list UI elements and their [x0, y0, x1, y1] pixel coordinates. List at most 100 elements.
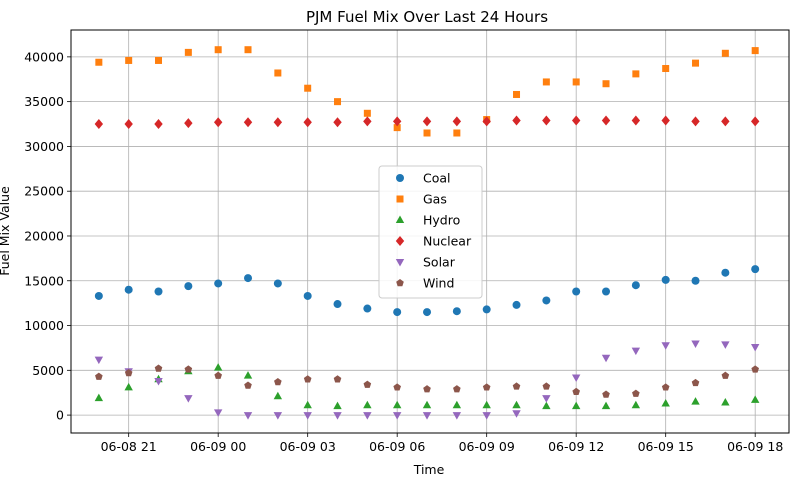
nuclear-point — [303, 117, 312, 128]
nuclear-point — [154, 119, 163, 130]
coal-point — [482, 305, 491, 314]
legend-item-gas: Gas — [396, 192, 447, 207]
hydro-point — [631, 400, 641, 409]
x-tick-label: 06-09 06 — [369, 439, 425, 454]
coal-point — [542, 296, 551, 305]
legend-marker — [395, 259, 405, 267]
solar-point — [571, 374, 581, 382]
solar-point — [184, 395, 193, 403]
coal-point — [631, 281, 640, 290]
y-tick-label: 10000 — [24, 318, 64, 333]
wind-point — [691, 378, 700, 387]
wind-point — [602, 390, 610, 398]
wind-point — [244, 381, 252, 389]
wind-point — [572, 387, 580, 396]
gas-point — [751, 47, 759, 55]
nuclear-point — [601, 115, 611, 126]
solar-point — [482, 412, 491, 420]
gas-point — [572, 78, 580, 86]
hydro-point — [124, 382, 133, 391]
hydro-point — [94, 393, 104, 402]
legend-item-nuclear: Nuclear — [395, 234, 472, 249]
coal-point — [452, 307, 461, 316]
wind-point — [303, 375, 312, 383]
wind-point — [453, 385, 461, 393]
x-tick-label: 06-09 15 — [638, 439, 694, 454]
solar-point — [512, 410, 521, 418]
nuclear-point — [273, 117, 283, 128]
wind-point — [333, 375, 342, 383]
nuclear-point — [94, 119, 104, 130]
wind-point — [423, 385, 431, 393]
wind-point — [274, 377, 282, 386]
solar-point — [392, 412, 402, 420]
coal-point — [244, 274, 253, 283]
hydro-point — [721, 398, 730, 406]
solar-point — [154, 378, 163, 386]
hydro-point — [333, 401, 342, 410]
wind-point — [632, 389, 640, 397]
hydro-point — [482, 400, 491, 409]
coal-point — [602, 287, 611, 296]
hydro-point — [363, 400, 372, 409]
nuclear-point — [184, 118, 193, 129]
hydro-point — [303, 400, 312, 409]
legend-item-coal: Coal — [396, 171, 451, 186]
gas-point — [632, 70, 640, 78]
solar-point — [661, 342, 670, 350]
gas-point — [542, 78, 550, 86]
coal-point — [303, 291, 312, 300]
coal-point — [423, 308, 432, 317]
solar-point — [721, 341, 730, 349]
nuclear-point — [363, 116, 372, 127]
x-tick-label: 06-09 18 — [727, 439, 783, 454]
legend-label: Wind — [423, 276, 454, 291]
series-coal — [94, 265, 760, 317]
x-tick-label: 06-09 03 — [280, 439, 336, 454]
solar-point — [691, 340, 700, 348]
wind-point — [154, 364, 163, 372]
nuclear-point — [213, 117, 223, 128]
legend-marker — [395, 236, 405, 246]
legend-marker — [396, 174, 404, 182]
nuclear-point — [392, 116, 402, 127]
y-tick-label: 40000 — [24, 49, 64, 64]
legend-label: Nuclear — [423, 234, 472, 249]
legend-marker — [396, 279, 404, 287]
coal-point — [691, 276, 700, 285]
wind-point — [482, 383, 491, 391]
gas-point — [692, 59, 700, 67]
gas-point — [155, 56, 163, 64]
series-solar — [94, 340, 760, 420]
y-tick-label: 0 — [56, 408, 64, 423]
wind-point — [124, 369, 133, 377]
coal-point — [572, 287, 581, 296]
x-tick-label: 06-09 12 — [548, 439, 604, 454]
hydro-point — [571, 401, 581, 410]
legend-item-hydro: Hydro — [395, 213, 460, 228]
nuclear-point — [631, 115, 641, 126]
gas-point — [453, 129, 461, 137]
wind-point — [542, 382, 551, 390]
legend-item-solar: Solar — [395, 255, 456, 270]
coal-point — [154, 287, 163, 296]
coal-point — [124, 285, 133, 294]
y-tick-label: 20000 — [24, 228, 64, 243]
hydro-point — [213, 363, 223, 371]
legend-marker — [395, 215, 405, 223]
solar-point — [303, 412, 312, 420]
hydro-point — [601, 401, 611, 410]
solar-point — [452, 412, 462, 420]
x-axis-label: Time — [413, 462, 445, 477]
nuclear-point — [512, 115, 521, 126]
hydro-point — [243, 371, 253, 379]
legend-label: Solar — [423, 255, 456, 270]
solar-point — [363, 412, 372, 420]
coal-point — [751, 265, 760, 274]
gas-point — [304, 84, 312, 92]
gas-point — [363, 109, 371, 117]
y-tick-label: 25000 — [24, 184, 64, 199]
y-axis-label: Fuel Mix Value — [0, 186, 12, 276]
nuclear-point — [661, 115, 670, 126]
